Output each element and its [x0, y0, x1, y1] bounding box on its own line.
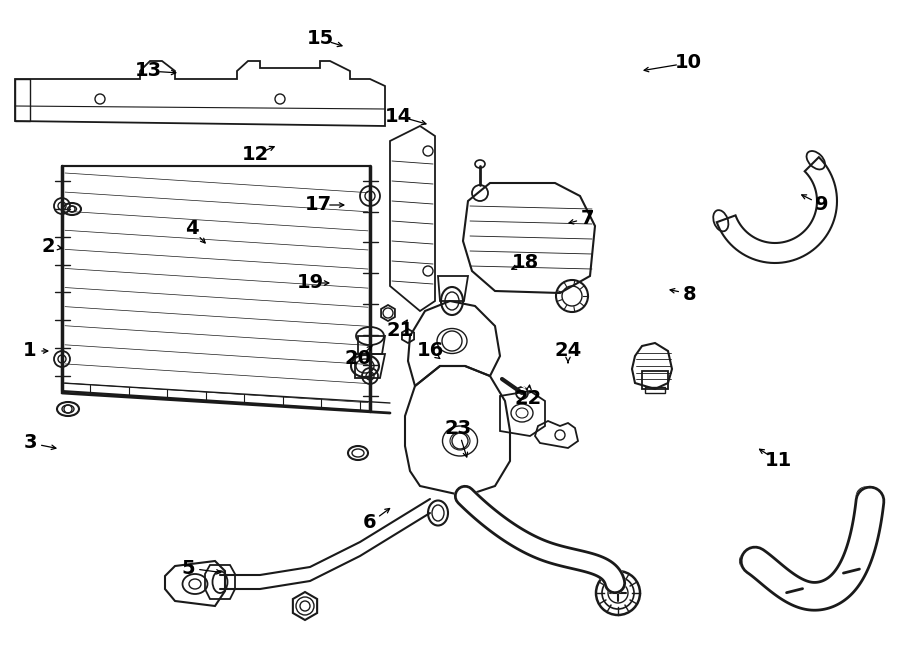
Text: 24: 24	[554, 342, 581, 360]
Text: 3: 3	[23, 434, 37, 453]
Bar	[645, 387, 665, 393]
Text: 16: 16	[417, 342, 444, 360]
Text: 7: 7	[581, 208, 595, 227]
Text: 22: 22	[515, 389, 542, 408]
Text: 6: 6	[364, 514, 377, 533]
Text: 19: 19	[296, 274, 324, 293]
Text: 4: 4	[185, 219, 199, 239]
Text: 5: 5	[181, 559, 194, 578]
Text: 18: 18	[511, 254, 538, 272]
Text: 13: 13	[134, 61, 162, 81]
Text: 11: 11	[764, 451, 792, 471]
Text: 10: 10	[674, 54, 701, 73]
Text: 17: 17	[304, 196, 331, 215]
Text: 20: 20	[345, 350, 372, 368]
Text: 9: 9	[815, 196, 829, 215]
Text: 15: 15	[306, 30, 334, 48]
Text: 23: 23	[445, 420, 472, 438]
Bar	[642, 371, 668, 389]
Text: 12: 12	[241, 145, 268, 165]
Text: 21: 21	[386, 321, 414, 340]
Text: 2: 2	[41, 237, 55, 256]
Text: 14: 14	[384, 106, 411, 126]
Text: 8: 8	[683, 284, 697, 303]
Bar	[15, 79, 30, 121]
Text: 1: 1	[23, 342, 37, 360]
